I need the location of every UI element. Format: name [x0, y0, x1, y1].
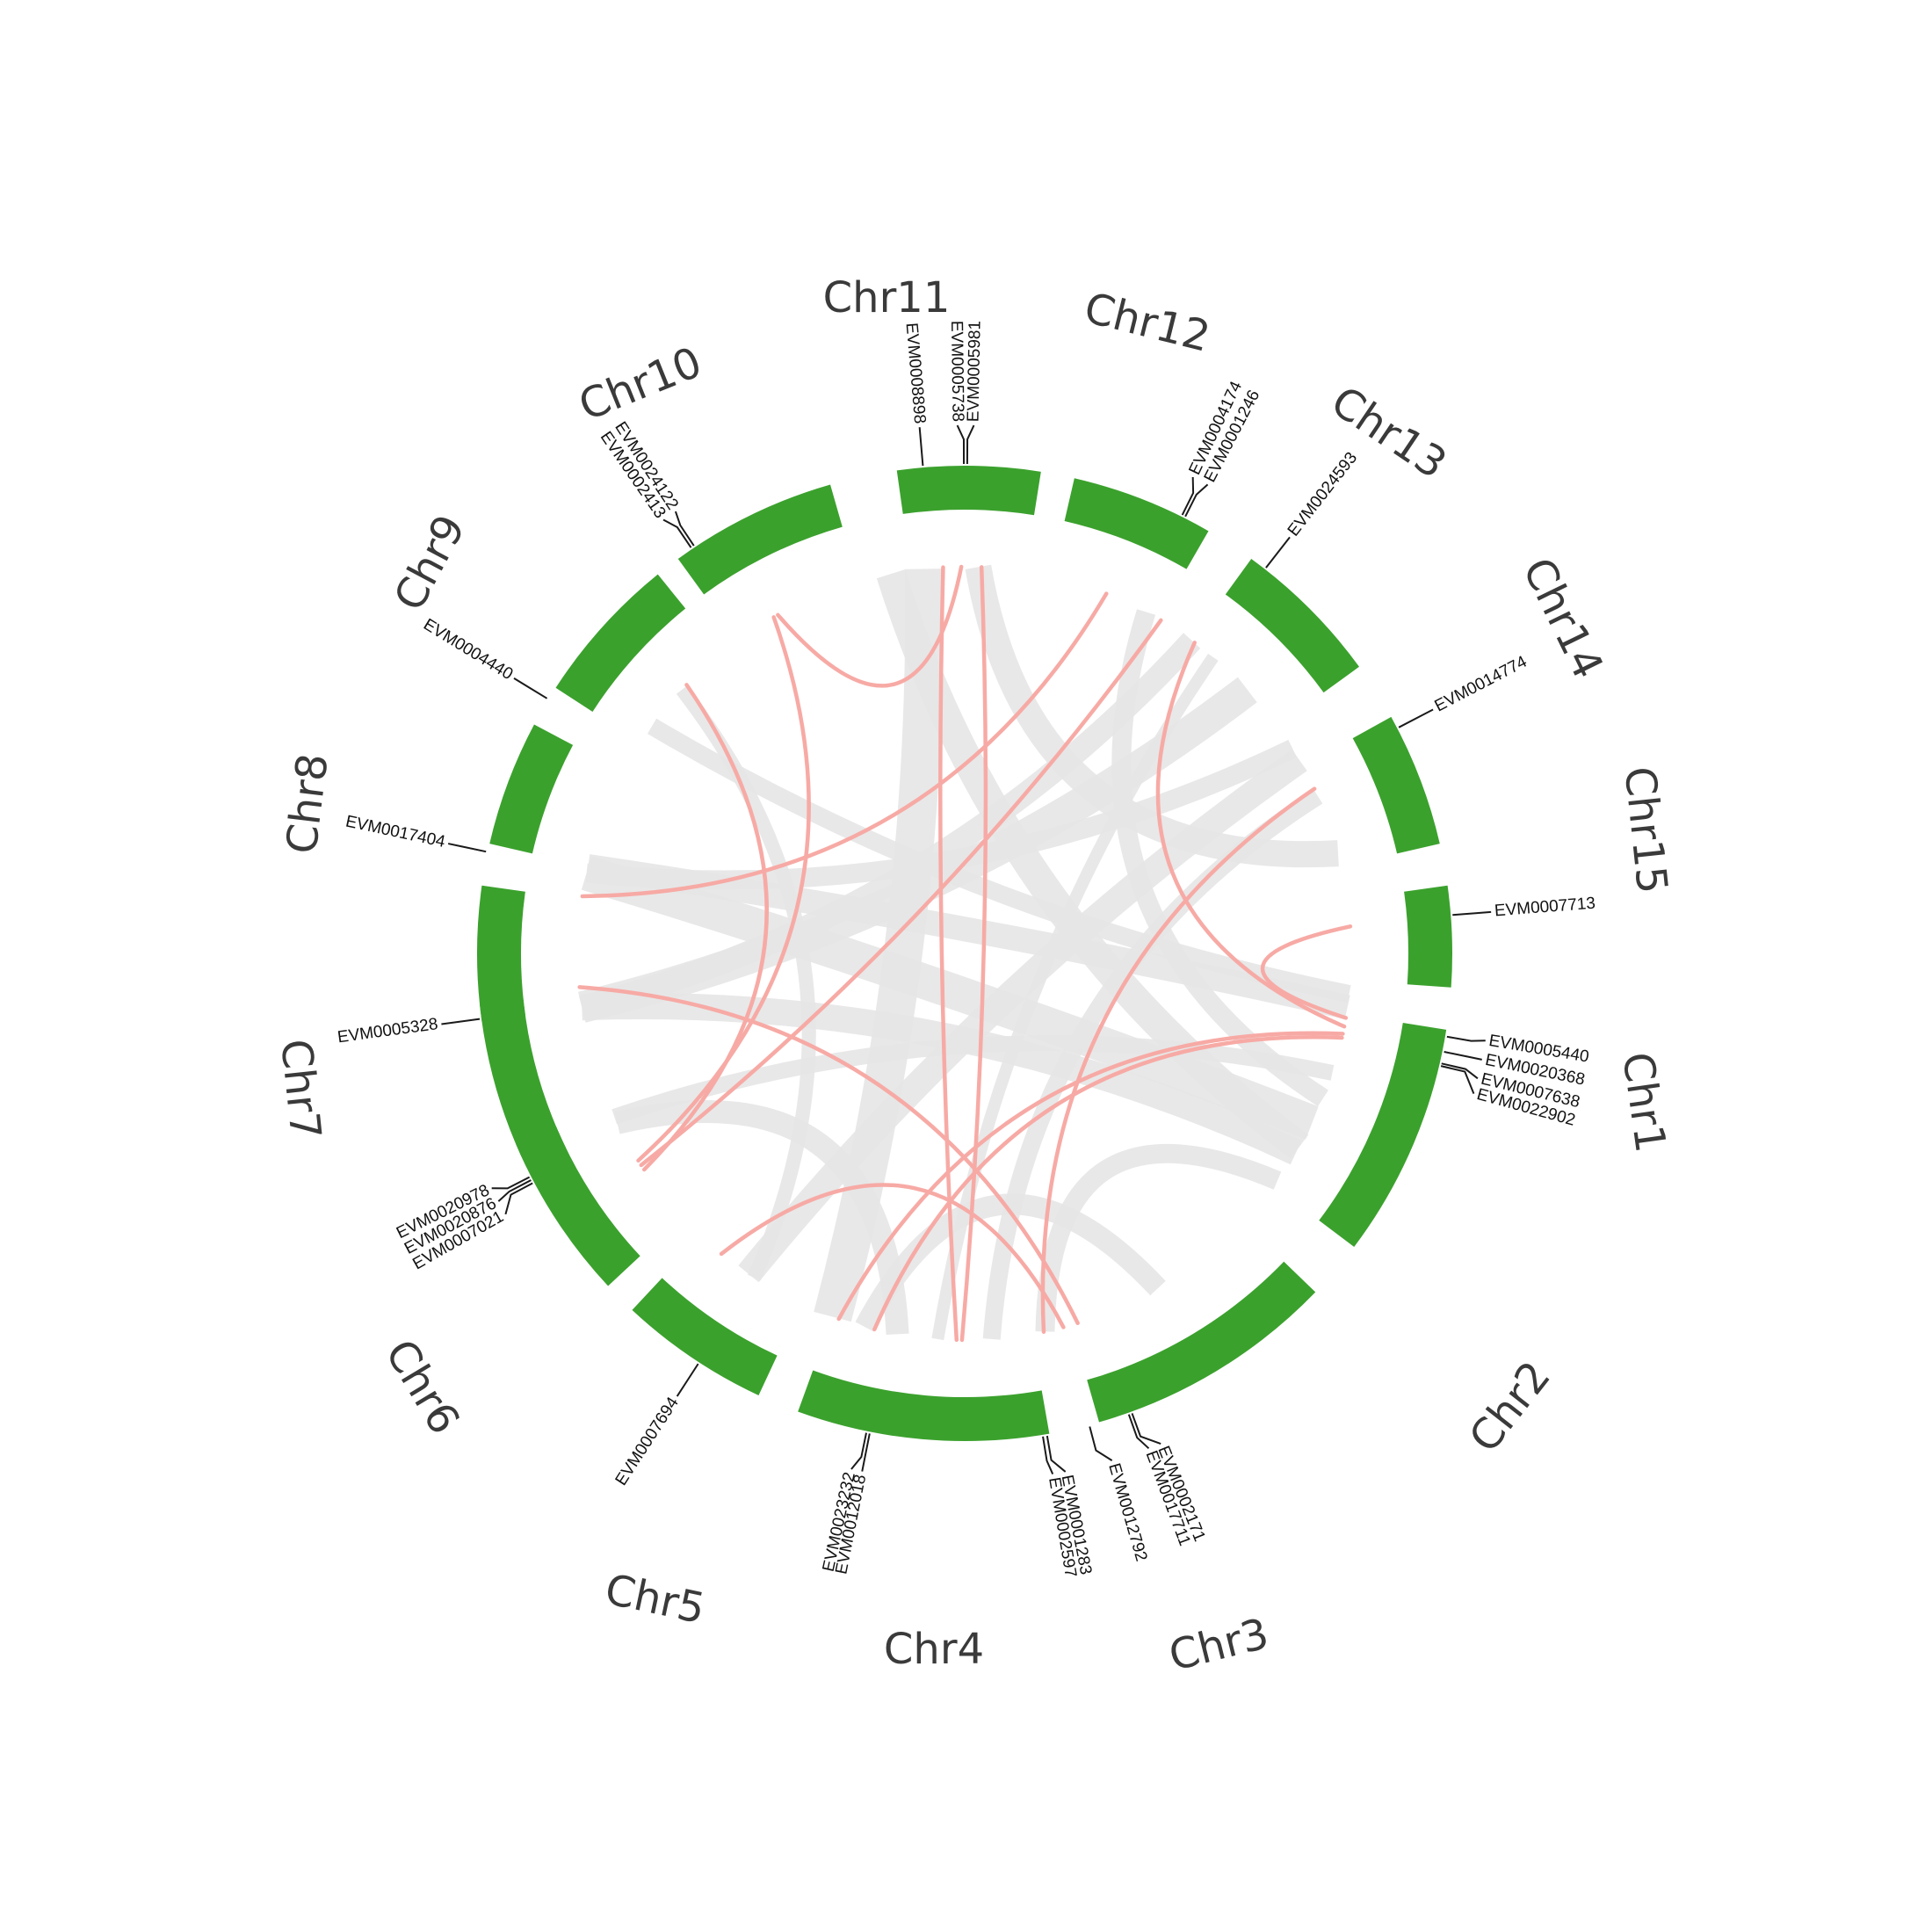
gene-tick	[1046, 1435, 1067, 1473]
chromosome-label-chr10: Chr10	[572, 337, 708, 431]
chromosome-arc-chr3	[798, 1370, 1050, 1441]
duplication-link	[1260, 924, 1353, 1020]
segmental-duplication-links	[577, 564, 1353, 1343]
gene-tick	[850, 1432, 867, 1470]
gene-label: EVM0014774	[1432, 653, 1530, 716]
gene-tick	[956, 424, 966, 465]
gene-tick	[918, 427, 924, 467]
gene-label: EVM0005738	[947, 321, 967, 422]
chromosome-arc-chr11	[896, 466, 1041, 516]
gene-tick	[513, 677, 548, 699]
chromosome-label-chr15: Chr15	[1615, 764, 1677, 896]
gene-tick	[504, 1182, 533, 1215]
chromosome-arc-chr4	[632, 1278, 778, 1396]
chromosome-arc-chr5	[516, 1126, 640, 1286]
duplication-link	[580, 591, 1109, 899]
gene-tick	[674, 511, 695, 547]
duplication-link	[1155, 641, 1347, 1029]
gene-tick	[1441, 1062, 1479, 1080]
gene-label: EVM0017404	[344, 813, 446, 852]
duplication-link	[636, 615, 811, 1163]
gene-tick	[966, 424, 975, 465]
gene-tick	[1444, 1051, 1482, 1061]
gene-tick	[491, 1176, 531, 1190]
gene-tick	[1131, 1413, 1161, 1445]
duplication-link	[639, 618, 1163, 1168]
synteny-block	[931, 653, 1219, 1341]
duplication-link	[641, 683, 769, 1172]
duplication-link	[776, 564, 964, 688]
gene-tick	[1181, 476, 1195, 516]
duplication-link	[959, 565, 988, 1343]
gene-label: EVM0007713	[1494, 895, 1596, 921]
gene-tick	[1042, 1436, 1054, 1474]
duplication-link	[836, 1031, 1345, 1322]
gene-label: EVM0005328	[336, 1015, 439, 1047]
chromosome-arc-chr13	[1225, 558, 1360, 693]
gene-label: EVM0008898	[902, 322, 930, 425]
duplication-link	[719, 1183, 1066, 1329]
chromosome-label-chr4: Chr4	[884, 1625, 984, 1674]
chromosome-arc-chr15	[1404, 885, 1452, 988]
chromosome-label-chr3: Chr3	[1164, 1609, 1273, 1681]
gene-tick	[1127, 1414, 1150, 1450]
gene-label: EVM0005981	[965, 321, 985, 423]
chromosome-label-chr11: Chr11	[823, 273, 951, 322]
duplication-link	[938, 565, 959, 1343]
gene-label: EVM0024593	[1284, 449, 1361, 540]
gene-tick	[1446, 1035, 1486, 1042]
gene-tick	[1440, 1065, 1475, 1094]
chromosome-arc-chr12	[1064, 478, 1209, 569]
gene-tick	[1265, 536, 1291, 569]
gene-tick	[1089, 1426, 1113, 1461]
synteny-block	[581, 856, 1319, 1140]
chromosome-label-chr7: Chr7	[271, 1037, 330, 1141]
duplication-link	[577, 985, 1080, 1326]
gene-tick	[441, 1018, 481, 1025]
chromosome-label-chr1: Chr1	[1612, 1049, 1675, 1155]
gene-label: EVM0012792	[1104, 1461, 1150, 1563]
chromosome-arc-chr2	[1087, 1261, 1316, 1423]
gene-tick	[1184, 483, 1209, 518]
gene-label: EVM0004440	[420, 615, 516, 684]
chromosome-label-chr5: Chr5	[601, 1565, 709, 1634]
chromosome-ring: Chr1 Chr2 Chr3 Chr4 Chr5 Chr6 Chr7 Chr8 Chr9 Chr1…	[271, 273, 1676, 1681]
gene-tick	[497, 1179, 532, 1202]
chromosome-arc-chr10	[677, 484, 843, 595]
gene-tick	[1452, 910, 1492, 916]
gene-tick	[447, 843, 487, 853]
chromosome-label-chr8: Chr8	[277, 751, 338, 857]
duplication-link	[1040, 786, 1317, 1334]
chromosome-arc-chr8	[489, 724, 574, 854]
gene-tick	[1398, 708, 1434, 728]
gene-tick	[662, 518, 692, 548]
gene-label: EVM0007694	[612, 1394, 684, 1489]
chromosome-label-chr12: Chr12	[1080, 283, 1215, 361]
background-synteny-links	[578, 564, 1351, 1341]
gene-tick	[676, 1363, 699, 1397]
gene-tick	[861, 1433, 871, 1472]
chromosome-arc-chr9	[555, 574, 686, 712]
chromosome-arc-chr1	[1319, 1022, 1447, 1248]
synteny-block	[581, 993, 1302, 1165]
chromosome-label-chr9: Chr9	[385, 507, 475, 619]
synteny-block	[611, 1035, 1335, 1125]
synteny-block	[585, 739, 1297, 890]
chromosome-label-chr2: Chr2	[1459, 1352, 1559, 1461]
synteny-block	[814, 569, 944, 1322]
chromosome-arc-chr7	[477, 885, 525, 1022]
duplication-link	[872, 1035, 1344, 1332]
chromosome-label-chr6: Chr6	[375, 1331, 469, 1443]
chromosome-arc-chr6	[480, 999, 567, 1168]
chromosome-arc-chr14	[1352, 716, 1440, 854]
